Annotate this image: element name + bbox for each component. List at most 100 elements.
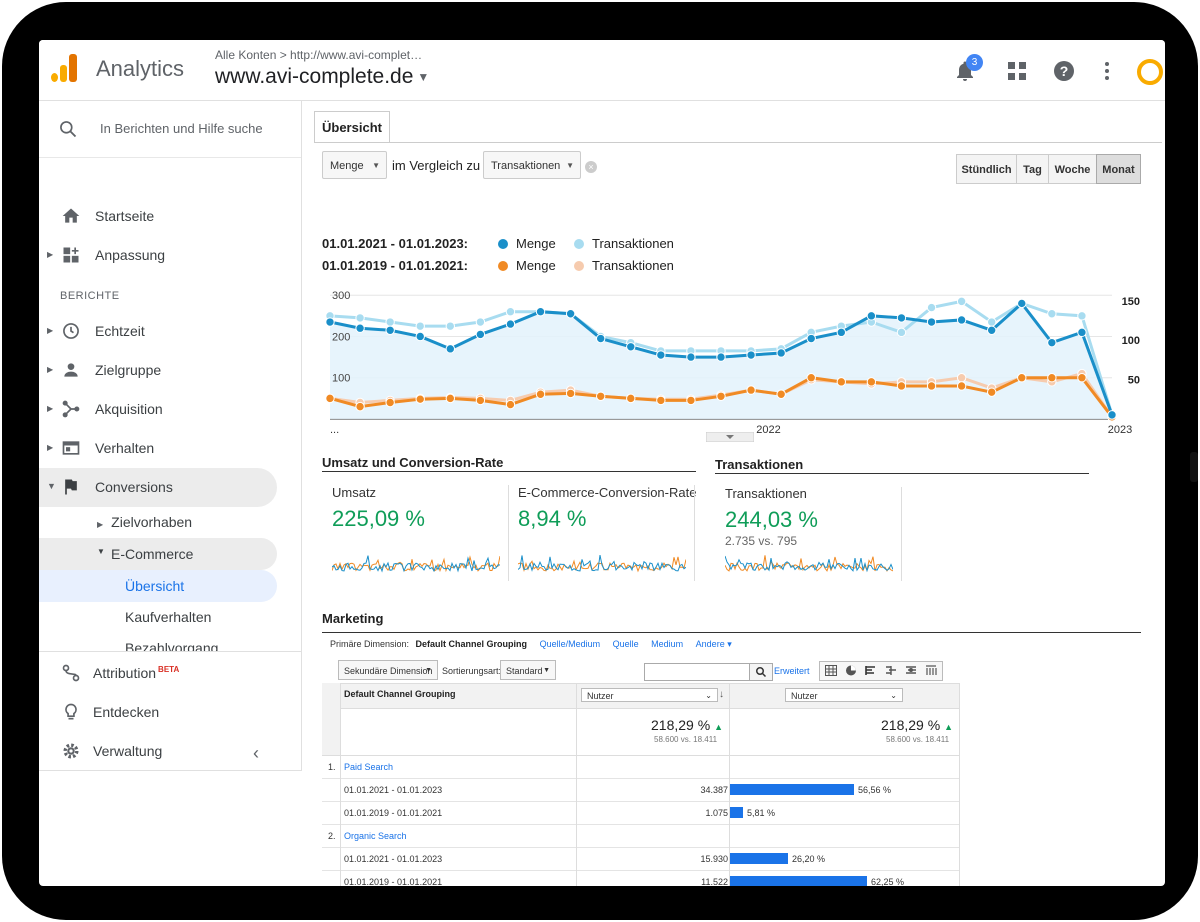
sidebar-item-discover[interactable]: Entdecken [39,693,301,732]
legend-range: 01.01.2019 - 01.01.2021: [322,258,469,273]
comparison-view-icon[interactable] [885,665,897,676]
series-dot [498,261,508,271]
granularity-hourly[interactable]: Stündlich [956,154,1017,184]
data-point [836,327,847,338]
metric-select-1[interactable]: Nutzer ⌄ [581,688,718,702]
sidebar-item-realtime[interactable]: ▶ Echtzeit [39,312,301,351]
svg-text:?: ? [1060,63,1069,79]
tick-label-x: 2023 [1108,424,1132,436]
divider [694,485,695,581]
row-value: 34.387 [700,785,728,795]
chevron-down-icon: ⌄ [890,691,897,700]
sort-desc-icon[interactable]: ↓ [719,689,724,700]
dimension-link-source[interactable]: Quelle [612,639,639,649]
advanced-filter-link[interactable]: Erweitert [774,666,810,676]
table-row-channel[interactable]: 2. Organic Search [322,824,960,848]
sidebar-search[interactable]: In Berichten und Hilfe suche [39,101,301,158]
sidebar-item-overview[interactable]: Übersicht [39,570,277,602]
dimension-link-source-medium[interactable]: Quelle/Medium [539,639,601,649]
sidebar-item-admin[interactable]: Verwaltung [39,732,301,771]
chevron-down-icon: ▼ [543,667,550,674]
sidebar-item-purchase-behavior[interactable]: Kaufverhalten [125,609,212,625]
person-icon [64,363,78,377]
data-point [1017,298,1027,309]
data-point [385,397,395,408]
sidebar-item-checkout[interactable]: Bezahlvorgang [125,640,219,651]
pie-view-icon[interactable] [845,665,857,676]
data-point [355,401,365,412]
table-search-button[interactable] [749,663,773,681]
granularity-month[interactable]: Monat [1096,154,1141,184]
tab-overview[interactable]: Übersicht [314,111,390,143]
metric-select[interactable]: Menge ▼ [322,151,387,179]
sidebar-item-attribution[interactable]: Attribution BETA [39,654,301,693]
table-row-channel[interactable]: 1. Paid Search [322,755,960,779]
sidebar-item-label: Echtzeit [95,323,145,339]
kpi-label-revenue: Umsatz [332,485,377,500]
collapse-sidebar-icon[interactable]: ‹ [253,743,259,763]
percent-bar [730,784,854,795]
secondary-dimension-select[interactable]: Sekundäre Dimension ▼ [338,660,438,680]
attribution-icon [62,664,80,682]
sparkline-series [725,555,893,573]
sidebar-item-audience[interactable]: ▶ Zielgruppe [39,351,301,390]
breadcrumb[interactable]: Alle Konten > http://www.avi-complet… [215,48,423,62]
data-point [445,393,456,404]
sidebar-item-goals[interactable]: ▶ Zielvorhaben [97,514,192,530]
metric-select-2[interactable]: Nutzer ⌄ [785,688,903,702]
more-vert-icon[interactable] [1095,59,1119,83]
sidebar-item-label: Zielgruppe [95,362,162,378]
divider [314,142,1162,143]
search-icon [756,667,767,678]
property-selector[interactable]: www.avi-complete.de ▼ [215,65,429,89]
data-point [626,393,636,404]
data-point [926,302,937,313]
table-row-period: 01.01.2019 - 01.01.2021 11.522 62,25 % [322,870,960,886]
gear-icon [63,743,79,759]
sidebar-item-home[interactable]: Startseite [39,197,301,236]
granularity-day[interactable]: Tag [1016,154,1049,184]
sidebar-item-behavior[interactable]: ▶ Verhalten [39,429,301,468]
data-point [656,350,666,360]
sparkline-transactions [725,555,893,573]
data-point [475,317,486,327]
apps-grid-icon[interactable] [1005,59,1029,83]
dimension-link-medium[interactable]: Medium [651,639,684,649]
expand-arrow-icon: ▶ [47,326,54,335]
sidebar-item-conversions[interactable]: ▼ Conversions [39,468,277,507]
tick-label-x: 2022 [756,424,780,436]
sort-select[interactable]: Standard ▼ [500,660,556,680]
percent-bar [730,853,788,864]
table-view-icon[interactable] [825,665,837,676]
data-point [1017,373,1027,383]
avatar[interactable] [1135,57,1165,87]
main-content: Übersicht Menge ▼ im Vergleich zu Transak… [302,101,1165,886]
help-icon[interactable]: ? [1052,59,1076,83]
data-point [505,319,516,329]
channel-link[interactable]: Organic Search [344,831,407,841]
pivot-view-icon[interactable] [925,665,937,676]
data-point [776,348,786,358]
sidebar-item-customize[interactable]: ▶ Anpassung [39,236,301,275]
dimension-link-other[interactable]: Andere ▾ [695,639,732,649]
chevron-down-icon: ▼ [372,161,380,170]
data-point [535,389,546,399]
series-dot [574,261,584,271]
clear-compare-icon[interactable]: × [585,161,597,173]
sidebar-item-acquisition[interactable]: ▶ Akquisition [39,390,301,429]
data-point [415,321,425,331]
line-chart[interactable]: 300 200 100 150 100 50... 2022 2023 [322,279,1142,439]
tick-label-right: 150 [1122,296,1140,308]
granularity-week[interactable]: Woche [1048,154,1097,184]
term-cloud-view-icon[interactable] [905,665,917,676]
performance-view-icon[interactable] [865,665,877,676]
total-pct-2: 218,29 % ▲ [881,717,953,733]
sidebar-item-ecommerce[interactable]: ▼ E-Commerce [39,538,277,570]
data-point [686,395,696,406]
column-header-channel[interactable]: Default Channel Grouping [344,689,456,699]
compare-select[interactable]: Transaktionen ▼ [483,151,581,179]
channel-link[interactable]: Paid Search [344,762,394,772]
row-percent: 62,25 % [871,877,905,886]
chart-resize-handle[interactable] [706,432,754,442]
data-point [325,393,335,404]
